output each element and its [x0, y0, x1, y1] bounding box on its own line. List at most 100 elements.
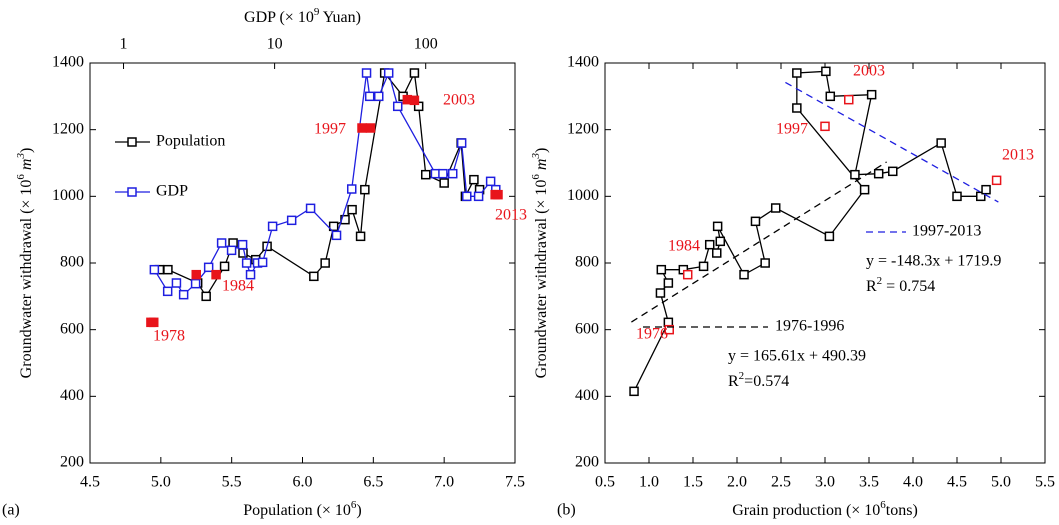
data-point [656, 264, 667, 275]
data-point [821, 66, 831, 77]
data-point [361, 68, 372, 78]
fit-line [631, 161, 887, 323]
data-point [237, 239, 248, 250]
data-point [374, 91, 384, 102]
data-point [888, 166, 898, 177]
data-point [792, 103, 802, 113]
data-point [409, 95, 420, 106]
legend-label: Population [156, 133, 225, 150]
data-point [331, 230, 342, 241]
data-point [409, 68, 420, 78]
data-point [257, 257, 268, 268]
data-point [245, 269, 256, 280]
fit-name: 1997-2013 [912, 223, 981, 240]
legend-marker [127, 137, 137, 147]
fit-r2-part: R [866, 278, 877, 295]
x-tick-label: 1.0 [639, 474, 659, 491]
annotation: 2013 [495, 207, 527, 224]
data-point [267, 221, 278, 232]
data-point [241, 258, 252, 268]
x-axis-label-part: 6 [351, 499, 357, 511]
data-point [682, 269, 693, 280]
y-tick-label: 400 [60, 387, 84, 404]
data-point [976, 191, 986, 202]
x-axis-label-part: Grain production (× 10 [732, 502, 880, 519]
data-point [216, 238, 227, 248]
x-tick-label: 7.0 [434, 474, 454, 491]
y-tick-label: 1400 [567, 54, 599, 71]
x-tick-label: 5.0 [151, 474, 171, 491]
data-point [438, 168, 448, 179]
data-point [715, 236, 726, 247]
y-tick-label: 200 [60, 454, 84, 471]
data-point [850, 169, 860, 180]
fit-r2-part: R [728, 373, 739, 390]
data-point [629, 386, 639, 397]
x-tick-label: 4.0 [903, 474, 923, 491]
fit-r2-part: 2 [877, 275, 883, 287]
data-point [149, 317, 159, 328]
x-axis-label-part: 6 [880, 499, 886, 511]
x2-axis-label-part: Yuan) [319, 9, 361, 26]
data-point [655, 288, 666, 298]
x2-tick-label: 100 [414, 36, 438, 53]
data-point [981, 184, 991, 195]
data-point [447, 168, 458, 179]
data-point [462, 191, 472, 202]
annotation: 1984 [668, 238, 700, 255]
data-point [664, 324, 674, 335]
x-axis-label-part: tons) [886, 502, 918, 519]
x-axis-label: Population (× 106) [243, 499, 362, 519]
x2-axis-label-part: GDP (× 10 [244, 9, 314, 26]
y-tick-label: 200 [575, 454, 599, 471]
data-point [866, 89, 877, 100]
data-point [309, 271, 319, 282]
y-tick-label: 1200 [52, 120, 84, 137]
data-point [704, 239, 715, 250]
y-axis-label-part: 6 [15, 174, 27, 180]
x-tick-label: 2.5 [771, 474, 791, 491]
data-point [162, 286, 173, 297]
x-tick-label: 4.5 [80, 474, 100, 491]
y-axis-label-part: Groundwater withdrawal (× 10 [18, 180, 35, 379]
y-tick-label: 600 [575, 320, 599, 337]
y-tick-label: 600 [60, 320, 84, 337]
y-tick-label: 800 [60, 254, 84, 271]
fit-line [785, 81, 999, 203]
data-point [844, 94, 854, 105]
data-point [936, 138, 946, 148]
x2-tick-label: 10 [267, 36, 283, 53]
data-point [191, 269, 201, 280]
data-point [346, 184, 357, 194]
data-point [190, 278, 201, 289]
data-point [825, 91, 836, 102]
legend-label: GDP [156, 183, 188, 200]
x-axis-label: Grain production (× 106tons) [732, 499, 918, 519]
x-tick-label: 3.0 [815, 474, 835, 491]
annotation: 2003 [853, 63, 885, 80]
y-axis-label-part: 3 [530, 153, 542, 160]
data-point [698, 261, 709, 272]
plot-frame [89, 62, 516, 464]
data-point [340, 214, 350, 225]
annotation: 1997 [776, 121, 808, 138]
x-tick-label: 4.5 [947, 474, 967, 491]
data-point [149, 264, 160, 275]
fit-r2: R2 = 0.754 [866, 275, 935, 295]
data-point [712, 221, 723, 232]
data-point [219, 261, 230, 272]
data-point [820, 121, 830, 132]
y-axis-label-part: Groundwater withdrawal (× 10 [533, 180, 550, 379]
data-point [392, 101, 403, 112]
y-axis-label-part: ) [18, 148, 35, 153]
data-point [201, 291, 211, 302]
x-axis-label-part: Population (× 10 [243, 502, 351, 519]
y-axis-label: Groundwater withdrawal (× 106 m3) [15, 148, 35, 379]
x2-axis-label: GDP (× 109 Yuan) [244, 6, 361, 26]
fit-r2-part: =0.574 [744, 373, 789, 390]
data-point [421, 169, 431, 180]
data-point [493, 189, 503, 200]
annotation: 1978 [153, 328, 185, 345]
y-axis-label-part: m [18, 159, 35, 175]
